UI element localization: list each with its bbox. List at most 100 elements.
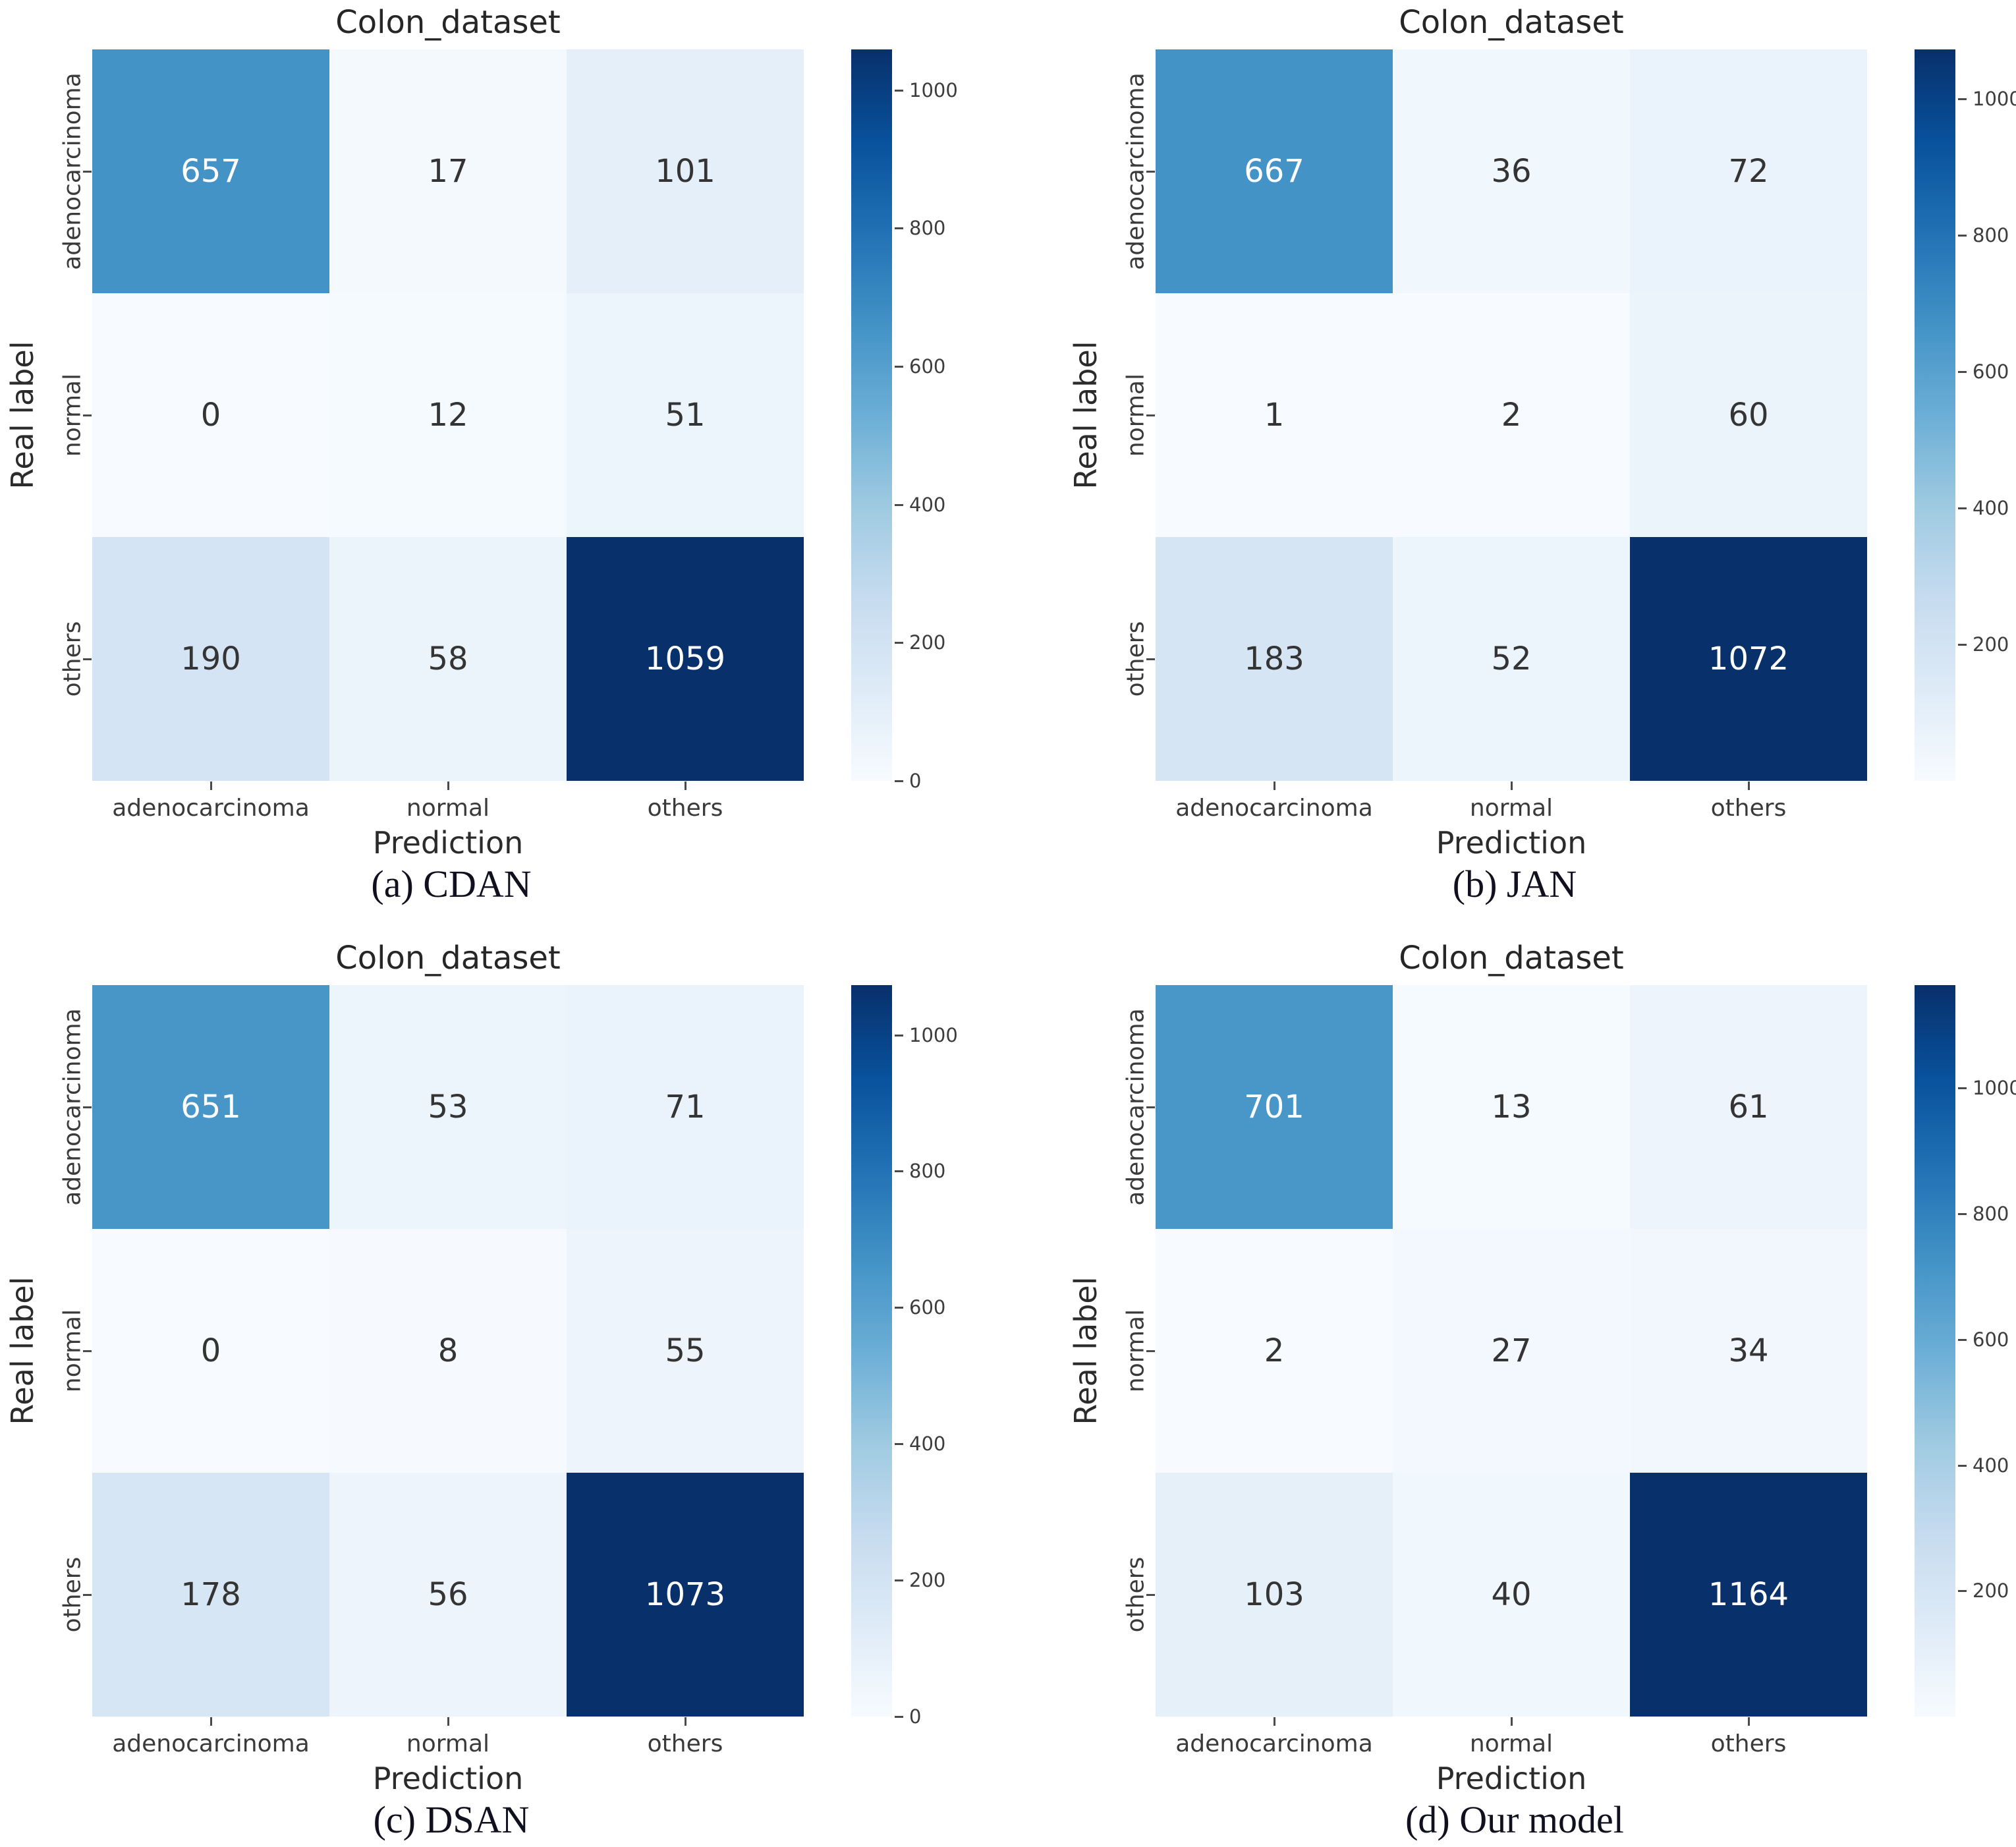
y-tick-label: adenocarcinoma: [59, 72, 86, 270]
matrix-cell: 667: [1156, 49, 1393, 293]
matrix-cell: 61: [1630, 985, 1867, 1229]
x-tick-label: adenocarcinoma: [112, 795, 310, 822]
matrix-cell: 2: [1393, 293, 1630, 537]
confusion-matrix-heatmap: 701 13 61 2 27 34 103 40 1164: [1156, 985, 1867, 1717]
x-tick-mark: [685, 1717, 686, 1726]
matrix-cell: 0: [92, 293, 329, 537]
colorbar-tick-mark: [895, 642, 903, 644]
x-tick-mark: [1511, 1717, 1513, 1726]
matrix-cell: 701: [1156, 985, 1393, 1229]
colorbar-tick-label: 200: [909, 631, 946, 654]
x-tick-mark: [447, 781, 449, 790]
matrix-cell: 60: [1630, 293, 1867, 537]
colorbar-tick-label: 400: [909, 493, 946, 516]
colorbar-tick-label: 600: [1973, 360, 2009, 383]
y-tick-label: normal: [1122, 373, 1150, 457]
x-tick-label: adenocarcinoma: [1175, 795, 1373, 822]
x-tick-mark: [210, 1717, 212, 1726]
x-tick-label: others: [647, 795, 723, 822]
y-tick-label: others: [59, 621, 86, 697]
x-tick-mark: [1274, 781, 1275, 790]
colorbar-tick-label: 1000: [909, 78, 958, 101]
y-tick-mark: [83, 1106, 92, 1108]
y-axis-title: Real label: [1068, 341, 1104, 490]
colorbar-tick-mark: [895, 1443, 903, 1446]
panel-our-model: Colon_dataset Real label adenocarcinoma …: [1063, 936, 2016, 1847]
matrix-cell: 72: [1630, 49, 1867, 293]
x-axis-title: Prediction: [1436, 825, 1587, 861]
colorbar-tick-mark: [1958, 370, 1967, 373]
colorbar-tick-mark: [895, 1034, 903, 1037]
y-tick-label: others: [1122, 621, 1150, 697]
colorbar-tick-label: 0: [909, 770, 922, 792]
matrix-cell: 2: [1156, 1229, 1393, 1473]
matrix-cell: 657: [92, 49, 329, 293]
colorbar-tick-label: 600: [1973, 1328, 2009, 1351]
colorbar-tick-mark: [1958, 98, 1967, 100]
colorbar-tick-label: 600: [909, 1296, 946, 1319]
matrix-cell: 27: [1393, 1229, 1630, 1473]
chart-title: Colon_dataset: [335, 940, 561, 977]
matrix-cell: 8: [329, 1229, 567, 1473]
y-tick-label: normal: [1122, 1309, 1150, 1393]
colorbar-tick-label: 800: [1973, 223, 2009, 246]
x-tick-mark: [447, 1717, 449, 1726]
x-tick-label: normal: [406, 1730, 490, 1757]
x-tick-label: others: [1710, 1730, 1787, 1757]
colorbar-tick-mark: [895, 227, 903, 230]
panel-jan: Colon_dataset Real label adenocarcinoma …: [1063, 0, 2016, 923]
x-tick-mark: [1748, 781, 1750, 790]
chart-title: Colon_dataset: [1399, 940, 1624, 977]
y-tick-label: others: [1122, 1556, 1150, 1633]
x-tick-mark: [685, 781, 686, 790]
x-tick-label: others: [647, 1730, 723, 1757]
colorbar-tick-mark: [1958, 643, 1967, 646]
colorbar-tick-mark: [895, 89, 903, 92]
colorbar-tick-label: 1000: [909, 1023, 958, 1046]
colorbar: [851, 49, 892, 781]
panel-cdan: Colon_dataset Real label adenocarcinoma …: [0, 0, 1008, 923]
matrix-cell: 55: [567, 1229, 804, 1473]
x-axis-title: Prediction: [372, 825, 524, 861]
x-tick-label: adenocarcinoma: [112, 1730, 310, 1757]
colorbar-tick-label: 800: [1973, 1203, 2009, 1226]
colorbar-tick-mark: [895, 1170, 903, 1173]
matrix-cell: 71: [567, 985, 804, 1229]
colorbar-tick-label: 400: [1973, 496, 2009, 519]
confusion-matrix-heatmap: 657 17 101 0 12 51 190 58 1059: [92, 49, 804, 781]
matrix-cell: 1072: [1630, 537, 1867, 781]
y-tick-mark: [1146, 1594, 1155, 1596]
colorbar-tick-label: 200: [1973, 1579, 2009, 1603]
y-tick-label: adenocarcinoma: [59, 1008, 86, 1206]
y-tick-label: adenocarcinoma: [1122, 72, 1150, 270]
colorbar-tick-mark: [895, 503, 903, 506]
colorbar-tick-mark: [1958, 234, 1967, 237]
panel-caption: (a) CDAN: [371, 863, 532, 905]
colorbar-tick-mark: [1958, 1464, 1967, 1467]
colorbar-tick-mark: [1958, 1087, 1967, 1090]
matrix-cell: 17: [329, 49, 567, 293]
colorbar-tick-label: 200: [1973, 633, 2009, 656]
colorbar: [1915, 49, 1955, 781]
confusion-matrix-heatmap: 667 36 72 1 2 60 183 52 1072: [1156, 49, 1867, 781]
x-tick-label: normal: [1469, 795, 1554, 822]
colorbar-tick-label: 200: [909, 1569, 946, 1592]
matrix-cell: 34: [1630, 1229, 1867, 1473]
matrix-cell: 103: [1156, 1473, 1393, 1717]
colorbar-tick-label: 1000: [1973, 87, 2016, 110]
matrix-cell: 1059: [567, 537, 804, 781]
panel-caption: (c) DSAN: [373, 1798, 530, 1841]
matrix-cell: 52: [1393, 537, 1630, 781]
matrix-cell: 56: [329, 1473, 567, 1717]
y-tick-mark: [83, 414, 92, 416]
colorbar-tick-mark: [1958, 1338, 1967, 1341]
colorbar-tick-label: 600: [909, 355, 946, 378]
matrix-cell: 190: [92, 537, 329, 781]
y-tick-label: others: [59, 1556, 86, 1633]
colorbar-tick-mark: [1958, 1213, 1967, 1216]
matrix-cell: 1: [1156, 293, 1393, 537]
colorbar-tick-mark: [895, 366, 903, 368]
colorbar-tick-mark: [1958, 1590, 1967, 1593]
colorbar: [1915, 985, 1955, 1717]
